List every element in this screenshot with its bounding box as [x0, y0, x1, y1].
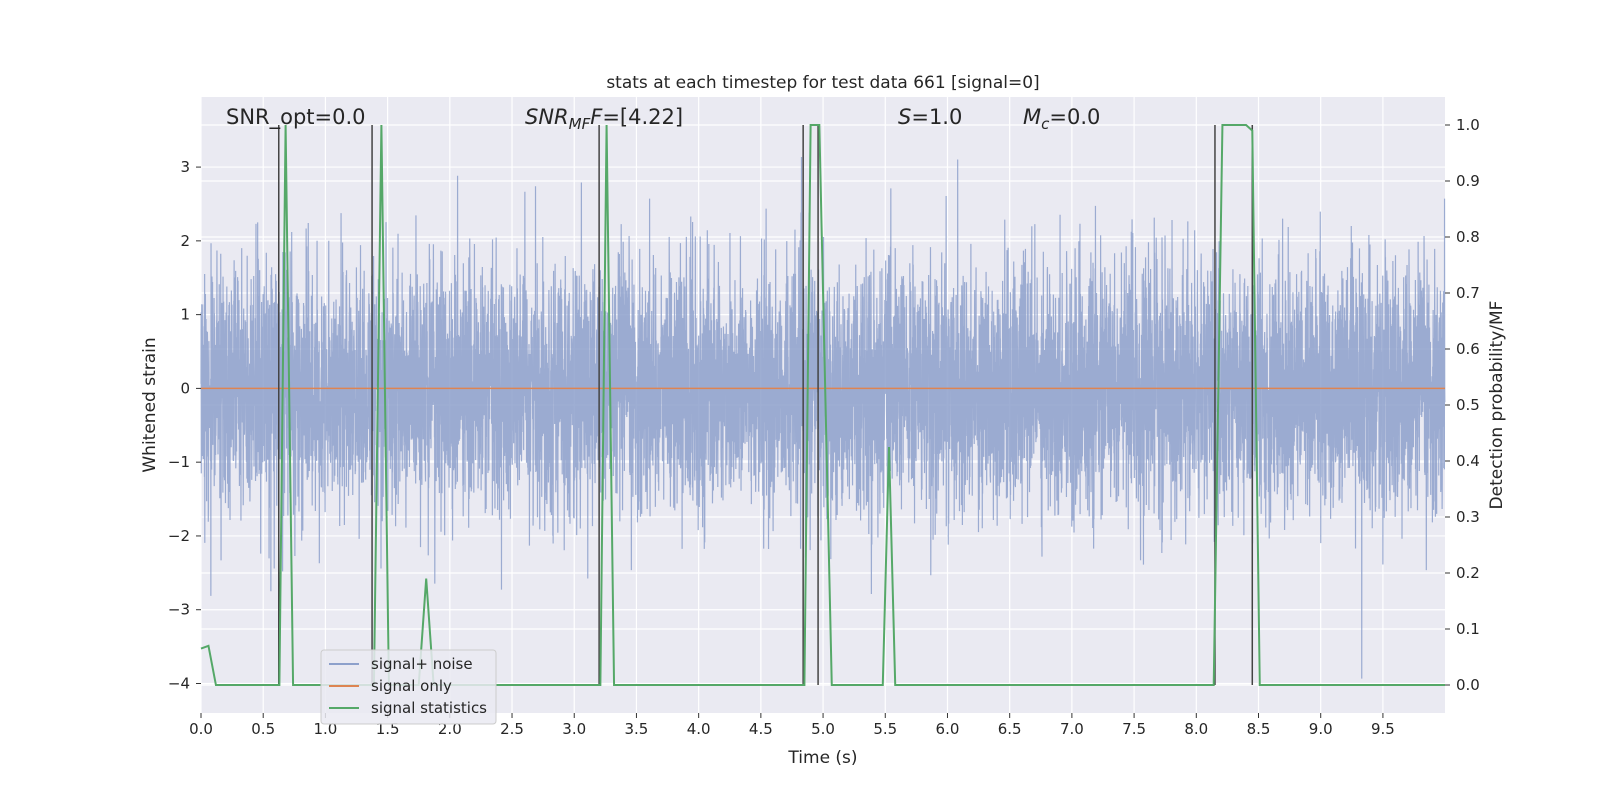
annotation-snr-opt: SNR_opt=0.0 — [226, 105, 366, 130]
x-tick-label: 9.0 — [1309, 720, 1333, 738]
y-tick-label-left: 3 — [180, 158, 190, 176]
y-tick-label-right: 0.1 — [1456, 620, 1480, 638]
legend-label-signal-only: signal only — [371, 677, 452, 695]
y-tick-label-right: 0.2 — [1456, 564, 1480, 582]
detection-vlines — [278, 125, 1254, 685]
x-tick-label: 5.5 — [873, 720, 897, 738]
signal-statistics-line — [200, 124, 1445, 686]
x-tick-label: 8.0 — [1184, 720, 1208, 738]
y-tick-label-left: −1 — [168, 453, 190, 471]
x-tick-label: 9.5 — [1371, 720, 1395, 738]
annotation-snr-mf: SNRMFF=[4.22] — [525, 105, 683, 133]
legend-label-signal-noise: signal+ noise — [371, 655, 473, 673]
y-tick-label-right: 0.0 — [1456, 676, 1480, 694]
y-tick-label-right: 0.3 — [1456, 508, 1480, 526]
x-tick-label: 3.0 — [562, 720, 586, 738]
y-tick-label-right: 0.6 — [1456, 340, 1480, 358]
legend-box — [320, 649, 497, 725]
x-tick-label: 7.5 — [1122, 720, 1146, 738]
x-tick-label: 3.5 — [625, 720, 649, 738]
y-axis-label-left: Whitened strain — [140, 337, 160, 472]
signal-plus-noise-series — [200, 157, 1446, 679]
x-tick-label: 5.0 — [811, 720, 835, 738]
ticks: 0.0 0.5 1.0 1.5 2.0 2.5 3.0 3.5 4.0 4.5 5.0 5.5 6.0 6… — [168, 116, 1480, 738]
x-tick-label: 8.5 — [1247, 720, 1271, 738]
x-tick-label: 0.0 — [189, 720, 213, 738]
y-tick-label-right: 0.8 — [1456, 228, 1480, 246]
signal-statistics-series — [200, 124, 1445, 686]
y-tick-label-right: 0.5 — [1456, 396, 1480, 414]
chart-title: stats at each timestep for test data 661… — [606, 73, 1039, 93]
annotation-s: S=1.0 — [898, 105, 962, 129]
y-tick-label-left: −2 — [168, 527, 190, 545]
legend: signal+ noise signal only signal statist… — [320, 649, 497, 725]
y-tick-label-left: 0 — [180, 379, 190, 397]
y-tick-label-left: −3 — [168, 601, 190, 619]
x-tick-label: 4.5 — [749, 720, 773, 738]
y-tick-label-left: 1 — [180, 306, 190, 324]
x-tick-label: 7.0 — [1060, 720, 1084, 738]
x-tick-label: 2.5 — [500, 720, 524, 738]
legend-label-signal-statistics: signal statistics — [371, 699, 487, 717]
x-tick-label: 6.0 — [936, 720, 960, 738]
annotation-mc: Mc=0.0 — [1023, 105, 1100, 133]
y-tick-label-right: 0.9 — [1456, 172, 1480, 190]
y-tick-label-left: 2 — [180, 232, 190, 250]
y-tick-label-left: −4 — [168, 674, 190, 692]
x-axis-label: Time (s) — [787, 748, 857, 768]
y-axis-label-right: Detection probability/MF — [1487, 301, 1507, 510]
signal-plus-noise-line — [200, 157, 1446, 679]
x-tick-label: 6.5 — [998, 720, 1022, 738]
y-tick-label-right: 1.0 — [1456, 116, 1480, 134]
y-tick-label-right: 0.7 — [1456, 284, 1480, 302]
x-tick-label: 0.5 — [251, 720, 275, 738]
y-tick-label-right: 0.4 — [1456, 452, 1480, 470]
x-tick-label: 4.0 — [687, 720, 711, 738]
